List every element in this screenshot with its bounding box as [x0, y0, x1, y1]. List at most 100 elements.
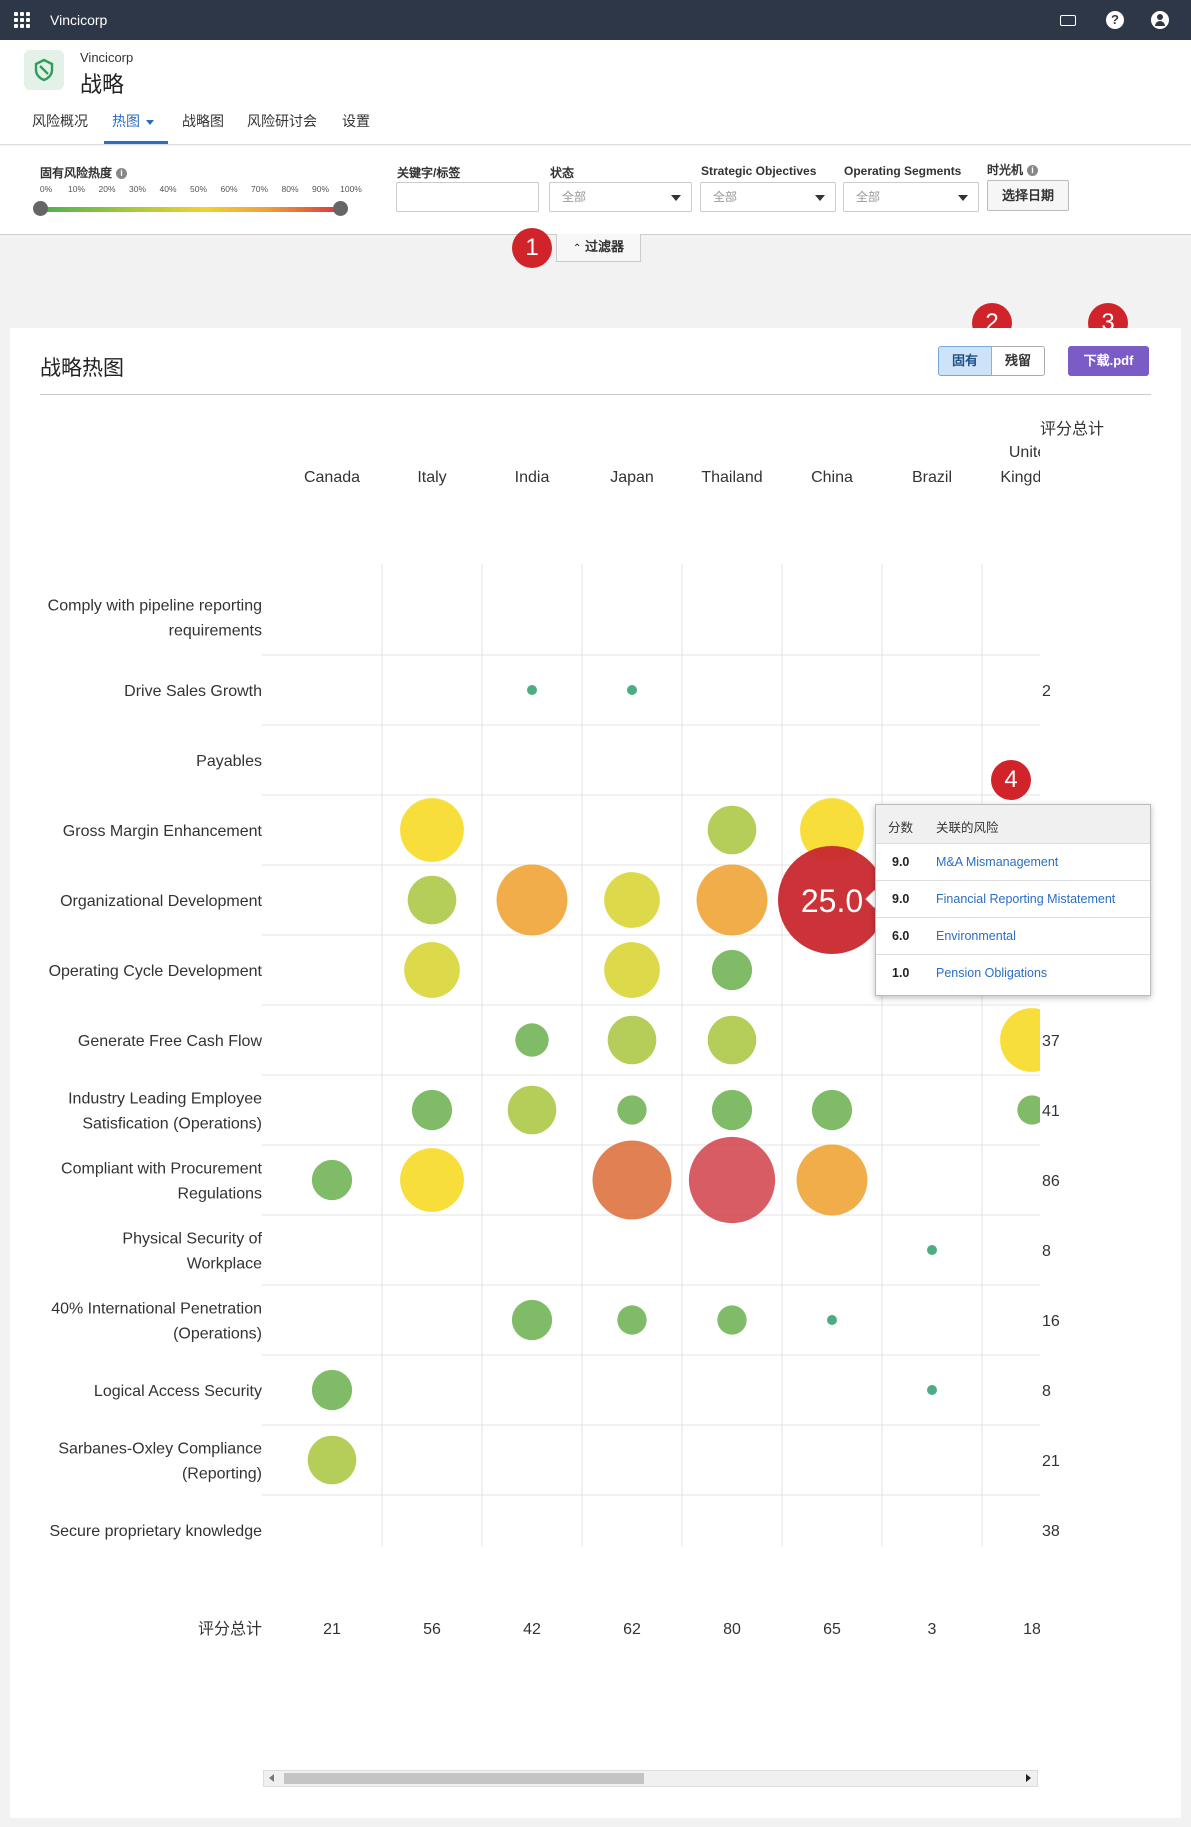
- row-label: Workplace: [187, 1256, 262, 1273]
- download-pdf-button[interactable]: 下载.pdf: [1068, 346, 1149, 376]
- objectives-select[interactable]: 全部: [700, 182, 836, 212]
- select-date-button[interactable]: 选择日期: [987, 180, 1069, 211]
- segments-select[interactable]: 全部: [843, 182, 979, 212]
- tab-risk-workshop[interactable]: 风险研讨会: [247, 113, 317, 129]
- info-icon[interactable]: i: [116, 168, 128, 179]
- heat-bubble[interactable]: [527, 685, 537, 695]
- divider: [40, 394, 1151, 395]
- heat-bubble[interactable]: [627, 685, 637, 695]
- heat-bubble[interactable]: [827, 1315, 837, 1325]
- column-total: 65: [823, 1621, 841, 1638]
- brand-name: Vincicorp: [50, 12, 108, 28]
- keyboard-icon[interactable]: [1058, 10, 1078, 30]
- heat-bubble[interactable]: [927, 1245, 937, 1255]
- heat-bubble[interactable]: [711, 1089, 753, 1131]
- heat-bubble[interactable]: [400, 1148, 464, 1212]
- horizontal-scrollbar[interactable]: [263, 1770, 1038, 1787]
- heatmap-chart: Canada Italy India Japan Thailand China Brazil…: [48, 420, 1104, 1638]
- heat-bubble[interactable]: [407, 875, 457, 925]
- tooltip-row: 9.0 M&A Mismanagement: [876, 843, 1150, 880]
- heat-bubble[interactable]: [592, 1140, 672, 1220]
- filter-bar: 固有风险热度 i 0% 10% 20% 30% 40% 50% 60% 70% 80% 90% 100…: [0, 146, 1191, 235]
- tab-heatmap[interactable]: 热图: [104, 110, 168, 144]
- risk-heat-slider[interactable]: [40, 207, 340, 212]
- row-label: Organizational Development: [60, 893, 262, 910]
- user-icon[interactable]: [1150, 10, 1170, 30]
- column-header: India: [515, 469, 550, 486]
- slider-tick-label: 60%: [220, 184, 238, 194]
- heat-bubble[interactable]: [511, 1299, 553, 1341]
- row-label: 40% International Penetration: [51, 1301, 262, 1318]
- risk-link[interactable]: M&A Mismanagement: [936, 855, 1059, 869]
- status-select[interactable]: 全部: [549, 182, 692, 212]
- column-total-header: 评分总计: [198, 1620, 262, 1638]
- risk-link[interactable]: Environmental: [936, 929, 1016, 943]
- heat-bubble[interactable]: [507, 1085, 557, 1135]
- heat-bubble[interactable]: [1000, 1008, 1064, 1072]
- row-total: 37: [1042, 1033, 1060, 1050]
- heat-bubble[interactable]: [688, 1136, 776, 1224]
- heat-bubble[interactable]: [617, 1095, 647, 1125]
- apps-grid-icon[interactable]: [14, 12, 30, 28]
- slider-tick-label: 100%: [340, 184, 362, 194]
- column-header: Canada: [304, 469, 360, 486]
- heat-bubble[interactable]: [404, 942, 460, 998]
- tab-risk-overview[interactable]: 风险概况: [32, 113, 88, 129]
- row-label: Gross Margin Enhancement: [63, 823, 263, 840]
- heat-bubble[interactable]: [411, 1089, 453, 1131]
- row-label: Drive Sales Growth: [124, 683, 262, 700]
- heat-bubble[interactable]: [717, 1305, 747, 1335]
- tab-strategy-map[interactable]: 战略图: [182, 113, 224, 129]
- objectives-label: Strategic Objectives: [701, 164, 817, 178]
- heat-bubble[interactable]: [604, 872, 660, 928]
- scroll-left-icon[interactable]: [269, 1774, 274, 1782]
- heat-bubble[interactable]: [400, 798, 464, 862]
- bubble-group: 25.0: [307, 685, 1064, 1485]
- filter-toggle-button[interactable]: ⌃ 过滤器: [556, 234, 641, 262]
- slider-tick-label: 20%: [98, 184, 116, 194]
- scroll-right-icon[interactable]: [1026, 1774, 1031, 1782]
- heat-bubble[interactable]: [711, 949, 753, 991]
- tooltip-score-header: 分数: [888, 821, 914, 835]
- column-totals: 21 56 42 62 80 65 3 18: [323, 1621, 1040, 1638]
- risk-link[interactable]: Pension Obligations: [936, 966, 1048, 980]
- help-icon[interactable]: ?: [1105, 10, 1125, 30]
- keyword-input[interactable]: [396, 182, 539, 212]
- info-icon[interactable]: i: [1027, 165, 1039, 176]
- heat-bubble[interactable]: [496, 864, 568, 936]
- heat-bubble[interactable]: [778, 846, 886, 954]
- keyword-label: 关键字/标签: [397, 166, 461, 180]
- heat-bubble[interactable]: [811, 1089, 853, 1131]
- segments-label: Operating Segments: [844, 164, 962, 178]
- row-total: 2: [1042, 683, 1051, 700]
- inherent-toggle[interactable]: 固有: [938, 346, 992, 376]
- row-label: Operating Cycle Development: [49, 963, 263, 980]
- residual-toggle[interactable]: 残留: [991, 346, 1045, 376]
- heat-bubble[interactable]: [604, 942, 660, 998]
- scroll-thumb[interactable]: [284, 1773, 644, 1784]
- heat-bubble[interactable]: [707, 805, 757, 855]
- heat-bubble[interactable]: [311, 1159, 353, 1201]
- risk-link[interactable]: Financial Reporting Mistatement: [936, 892, 1116, 906]
- row-total: 38: [1042, 1523, 1060, 1540]
- heat-bubble[interactable]: [696, 864, 768, 936]
- heat-bubble[interactable]: [607, 1015, 657, 1065]
- tooltip-risk-header: 关联的风险: [936, 821, 999, 835]
- slider-max-handle[interactable]: [333, 201, 348, 216]
- heat-bubble[interactable]: [796, 1144, 868, 1216]
- heat-bubble[interactable]: [707, 1015, 757, 1065]
- heat-bubble[interactable]: [1017, 1095, 1046, 1125]
- heat-bubble[interactable]: [800, 798, 864, 862]
- heat-bubble[interactable]: [307, 1435, 357, 1485]
- heat-bubble[interactable]: [927, 1385, 937, 1395]
- heat-bubble[interactable]: [617, 1305, 647, 1335]
- slider-tick-label: 0%: [39, 184, 53, 194]
- top-bar: Vincicorp ?: [0, 0, 1191, 40]
- slider-tick-label: 90%: [311, 184, 330, 194]
- tab-settings[interactable]: 设置: [342, 113, 370, 129]
- column-total: 21: [323, 1621, 341, 1638]
- column-header: Japan: [610, 469, 654, 486]
- slider-min-handle[interactable]: [33, 201, 48, 216]
- heat-bubble[interactable]: [515, 1023, 549, 1057]
- heat-bubble[interactable]: [311, 1369, 353, 1411]
